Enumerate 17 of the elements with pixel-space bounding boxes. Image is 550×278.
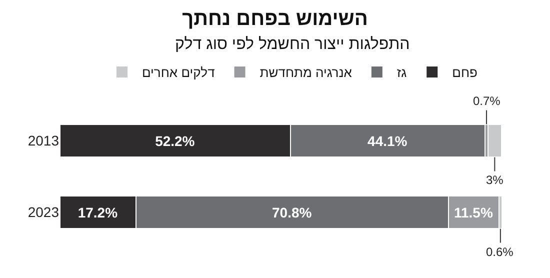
data-label: 44.1%: [368, 132, 408, 149]
data-label: 0.7%: [473, 94, 501, 108]
legend-label: פחם: [452, 65, 478, 80]
bar: [488, 124, 502, 158]
data-label: 3%: [486, 173, 504, 187]
y-tick-label: 2023: [28, 204, 60, 220]
chart-subtitle: התפלגות ייצור החשמל לפי סוג דלק: [175, 35, 410, 53]
data-label: 11.5%: [454, 204, 494, 220]
legend-label: אנרגיה מתחדשת: [260, 65, 352, 80]
chart-title: השימוש בפחם נחתך: [182, 8, 368, 30]
y-tick-label: 2013: [28, 132, 60, 149]
data-label: 17.2%: [78, 204, 118, 220]
legend-label: גז: [396, 65, 408, 80]
data-label: 70.8%: [272, 204, 312, 220]
data-label: 0.6%: [486, 245, 514, 259]
data-label: 52.2%: [155, 132, 196, 149]
legend-label: דלקים אחרים: [142, 65, 215, 80]
